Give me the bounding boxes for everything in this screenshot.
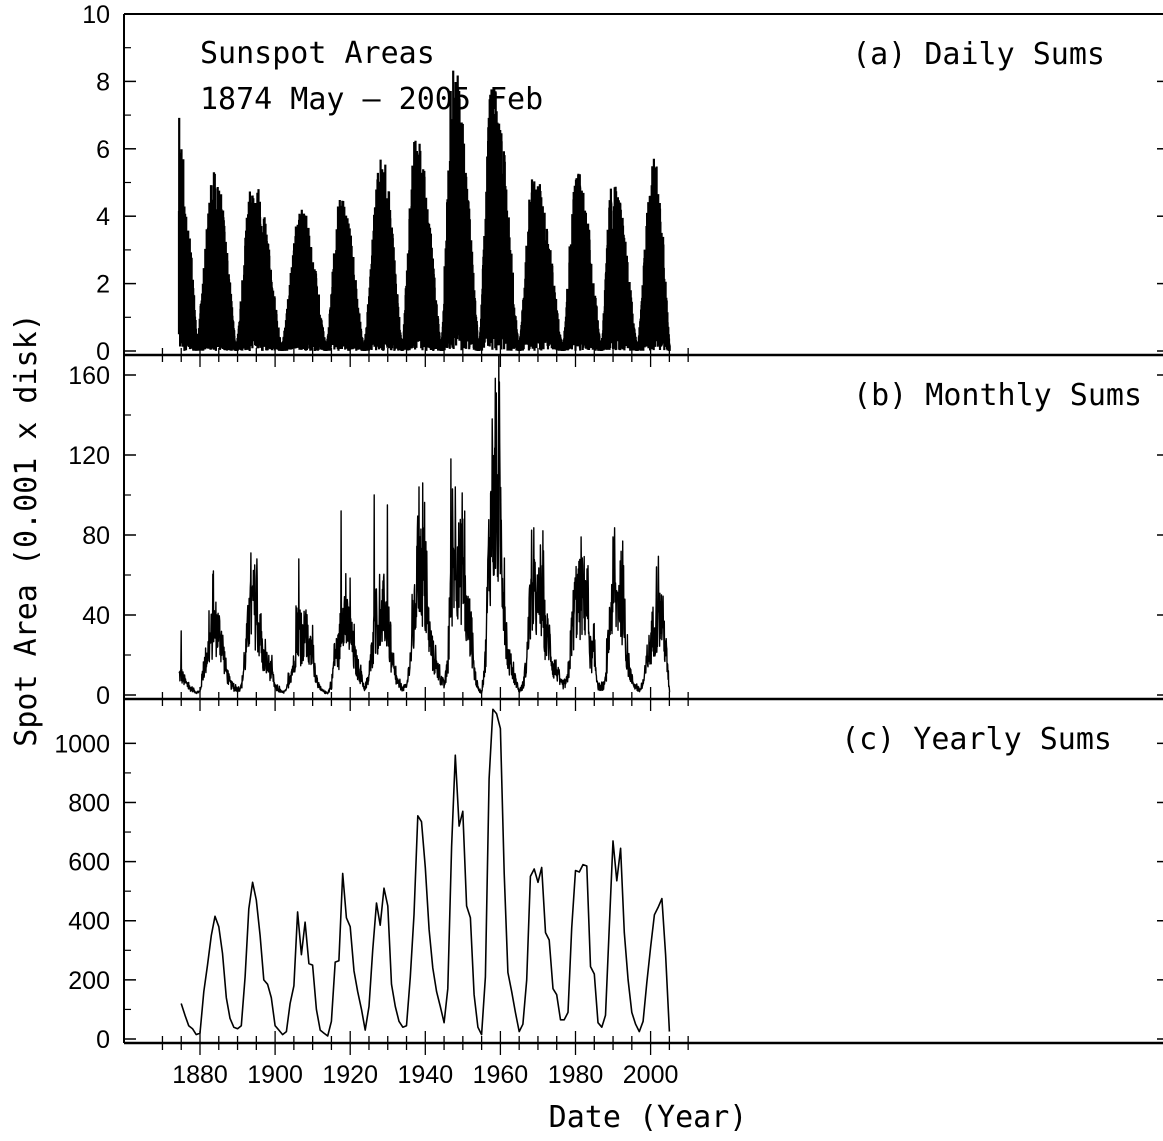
panel-c-ytick-label: 600	[68, 849, 110, 877]
panel-b-ytick-label: 80	[82, 522, 110, 550]
panel-a-ytick-label: 4	[96, 203, 110, 231]
x-tick-label: 1980	[548, 1061, 604, 1089]
panel-c-yearly-sums: 0 200 400 600 800 1000 1880 1900 1920 1940 1960 198…	[54, 699, 1163, 1089]
panel-b-ytick-label: 0	[96, 682, 110, 710]
panel-b-title: (b) Monthly Sums	[853, 378, 1142, 413]
panel-a-ytick-label: 10	[82, 1, 110, 29]
annotation-title: Sunspot Areas	[200, 36, 435, 71]
panel-c-ytick-label: 0	[96, 1026, 110, 1054]
x-tick-label: 1920	[322, 1061, 378, 1089]
yearly-sums-series	[180, 708, 671, 1037]
panel-c-ytick-label: 400	[68, 908, 110, 936]
x-tick-label: 1940	[397, 1061, 453, 1089]
panel-b-ytick-label: 40	[82, 602, 110, 630]
panel-a-ytick-label: 8	[96, 68, 110, 96]
panel-b-monthly-sums: 0 40 80 120 160	[68, 354, 1163, 711]
panel-a-ytick-label: 0	[96, 338, 110, 366]
panel-a-daily-sums: 0 2 4 6 8 10	[82, 1, 1163, 367]
monthly-sums-series	[178, 354, 671, 695]
x-axis-label: Date (Year)	[549, 1100, 748, 1135]
x-tick-label: 1900	[247, 1061, 303, 1089]
x-tick-label: 1960	[473, 1061, 529, 1089]
panel-a-ytick-label: 2	[96, 271, 110, 299]
x-tick-label: 2000	[623, 1061, 679, 1089]
annotation-date-range: 1874 May – 2005 Feb	[200, 82, 543, 117]
x-tick-label: 1880	[172, 1061, 228, 1089]
daily-sums-series	[177, 70, 671, 351]
panel-a-ytick-label: 6	[96, 136, 110, 164]
panel-c-ytick-label: 200	[68, 967, 110, 995]
panel-a-title: (a) Daily Sums	[852, 37, 1105, 72]
panel-c-ytick-label: 1000	[54, 730, 110, 758]
panel-b-ytick-label: 160	[68, 362, 110, 390]
panel-b-ytick-label: 120	[68, 442, 110, 470]
panel-c-ytick-label: 800	[68, 789, 110, 817]
y-axis-label: Spot Area (0.001 x disk)	[9, 313, 44, 746]
panel-c-title: (c) Yearly Sums	[841, 722, 1112, 757]
